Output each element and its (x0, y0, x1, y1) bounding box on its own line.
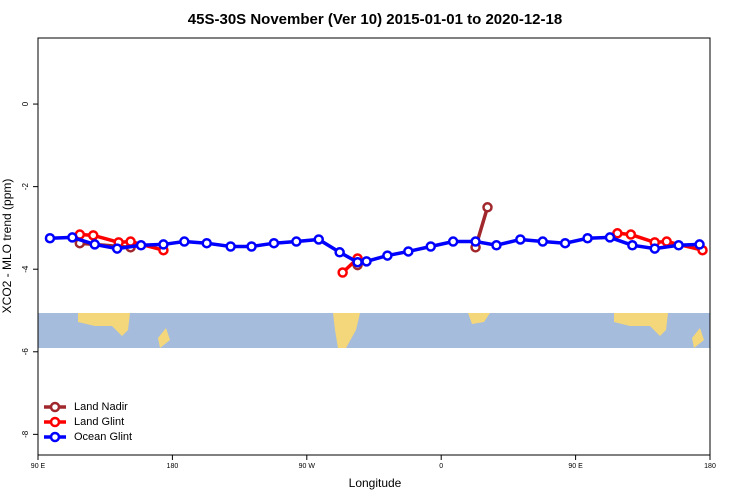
point (559, 237, 571, 249)
point (491, 240, 502, 251)
point (515, 234, 526, 245)
point (125, 236, 136, 247)
point (313, 234, 324, 245)
point (694, 239, 705, 250)
x-tick-label: 90 E (568, 463, 583, 470)
point (661, 236, 672, 247)
legend-label: Land Nadir (74, 401, 128, 413)
y-tick-label: 0 (21, 101, 30, 106)
point (604, 232, 616, 243)
x-tick-label: 180 (704, 463, 716, 470)
point (673, 240, 684, 251)
point (337, 267, 348, 278)
legend-marker (49, 401, 61, 413)
legend-marker (49, 431, 61, 443)
x-tick-label: 90 E (31, 463, 46, 470)
legend-label: Ocean Glint (74, 431, 132, 443)
point (158, 239, 169, 250)
point (382, 250, 393, 261)
legend-label: Land Glint (74, 416, 124, 428)
point (88, 230, 99, 241)
point (470, 236, 481, 247)
map-strip (38, 313, 710, 348)
point (425, 241, 436, 252)
plot-frame (37, 37, 711, 456)
x-tick-label: 0 (439, 463, 443, 470)
point (111, 243, 123, 254)
point (291, 236, 302, 247)
point (352, 256, 363, 268)
point (582, 232, 593, 244)
point (246, 241, 257, 252)
y-tick-label: -2 (21, 183, 30, 191)
chart-title: 45S-30S November (Ver 10) 2015-01-01 to … (188, 11, 562, 28)
point (361, 256, 372, 267)
legend-marker (49, 416, 61, 428)
x-tick-label: 90 W (299, 463, 316, 470)
point (625, 229, 637, 240)
point (612, 228, 623, 239)
y-tick-label: -4 (21, 265, 30, 273)
y-tick-label: -6 (21, 348, 30, 356)
point (225, 241, 236, 252)
point (201, 237, 212, 249)
point (44, 232, 56, 244)
point (334, 247, 345, 258)
point (537, 236, 548, 247)
point (447, 236, 459, 247)
point (89, 239, 100, 250)
point (179, 236, 190, 247)
x-axis-label: Longitude (349, 476, 402, 490)
x-tick-label: 180 (167, 463, 179, 470)
point (627, 240, 638, 251)
series-line (49, 235, 700, 264)
point (403, 246, 414, 257)
point (649, 243, 660, 254)
point (268, 237, 280, 249)
point (135, 240, 147, 251)
point (482, 202, 493, 213)
point (67, 232, 78, 243)
y-tick-label: -8 (21, 430, 30, 438)
y-axis-label: XCO2 - MLO trend (ppm) (0, 179, 14, 314)
